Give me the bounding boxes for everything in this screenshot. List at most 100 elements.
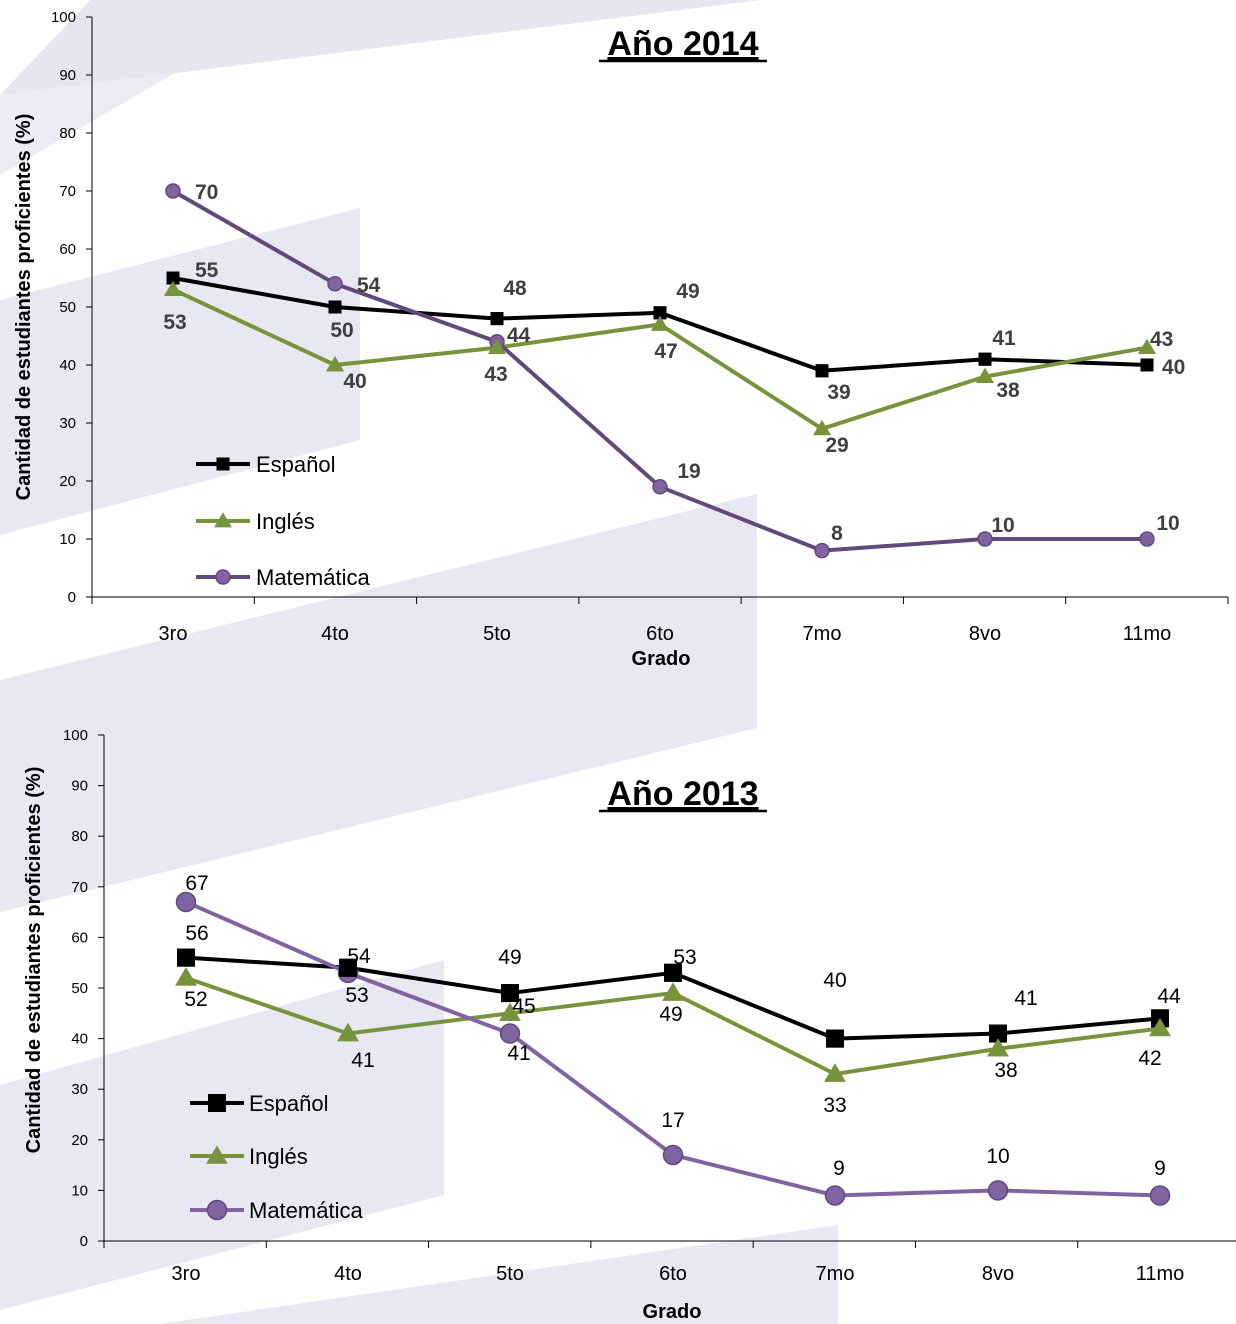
data-label: 40 [823,969,846,992]
chart-2013: 0 10 20 30 40 50 60 70 80 90 100 3ro 4to 5to 6to 7mo 8vo… [23,727,1236,1323]
legend-label: Inglés [256,509,315,534]
data-label: 29 [825,434,848,457]
data-label: 49 [676,280,699,303]
data-label: 67 [185,872,208,895]
data-point-circle [1149,1185,1171,1206]
x-axis-title: Grado [643,1301,702,1323]
legend-label: Matemática [256,565,370,590]
legend-marker [216,457,230,471]
y-tick-label: 50 [71,980,88,997]
x-tick-label: 8vo [969,623,1001,645]
y-tick-label: 40 [71,1031,88,1048]
data-point-circle [175,891,197,913]
legend-marker [208,1094,226,1112]
legend-label: Inglés [249,1144,308,1169]
data-point-square [177,948,195,967]
data-label: 41 [507,1042,530,1065]
y-tick-label: 0 [68,589,76,606]
data-point-circle [987,1180,1009,1201]
chart-title: Año 2013 [607,775,758,813]
data-label: 41 [1014,987,1037,1010]
y-tick-label: 100 [63,727,88,744]
y-tick-label: 60 [71,929,88,946]
data-point-square [664,963,682,982]
data-label: 53 [673,946,696,969]
data-label: 9 [1154,1157,1166,1180]
data-point-circle [165,183,181,199]
data-point-circle [652,479,668,495]
data-label: 9 [833,1157,845,1180]
data-label: 56 [185,922,208,945]
data-label: 70 [195,181,218,204]
data-label: 49 [659,1003,682,1026]
data-point-circle [977,531,993,547]
data-label: 10 [991,514,1014,537]
y-tick-label: 80 [71,828,88,845]
data-point-circle [824,1185,846,1206]
y-axis-title: Cantidad de estudiantes proficientes (%) [13,114,35,501]
data-point-triangle [175,967,197,986]
y-tick-label: 30 [71,1081,88,1098]
y-tick-label: 10 [59,531,76,548]
data-point-triangle [1149,1017,1171,1037]
x-tick-label: 7mo [816,1263,855,1285]
x-tick-label: 8vo [982,1263,1014,1285]
data-label: 45 [512,995,535,1018]
data-label: 55 [195,259,219,282]
legend-label: Español [249,1091,329,1116]
data-point-circle [327,276,343,292]
data-label: 48 [503,277,527,300]
data-point-triangle [824,1063,846,1082]
data-label: 19 [677,460,700,483]
y-tick-label: 40 [59,357,76,374]
data-point-triangle [987,1038,1009,1057]
data-label: 52 [184,988,207,1011]
data-label: 8 [831,522,843,545]
data-point-square [339,958,357,977]
legend-marker [206,1199,228,1221]
y-tick-label: 60 [59,241,76,258]
y-axis-title: Cantidad de estudiantes proficientes (%) [23,767,45,1154]
y-tick-label: 20 [71,1132,88,1149]
data-point-triangle [337,1022,359,1042]
chart-2014: 0 10 20 30 40 50 60 70 80 90 100 3ro 4to 5to 6to 7mo 8vo… [13,9,1229,670]
chart-title: Año 2014 [607,25,758,63]
y-tick-label: 90 [59,67,76,84]
data-point-square [815,364,829,378]
x-tick-label: 4to [334,1263,362,1285]
y-tick-label: 70 [71,879,88,896]
y-tick-label: 30 [59,415,76,432]
x-tick-label: 3ro [172,1263,201,1285]
legend-marker [206,1145,228,1164]
x-tick-label: 6to [659,1263,687,1285]
data-label: 38 [996,379,1020,402]
data-label: 43 [484,363,507,386]
data-point-square [978,352,992,366]
data-label: 40 [1162,356,1185,379]
x-tick-label: 7mo [803,623,842,645]
data-point-square [1140,358,1154,372]
y-tick-label: 10 [71,1182,88,1199]
x-tick-label: 11mo [1123,623,1172,645]
x-tick-label: 3ro [159,623,188,645]
data-point-triangle [651,315,669,331]
legend-label: Matemática [249,1198,363,1223]
y-tick-label: 80 [59,125,76,142]
decorative-background [0,0,838,1324]
x-tick-label: 4to [321,623,349,645]
data-point-square [490,312,504,326]
x-axis-title: Grado [632,648,691,670]
data-point-circle [499,1023,521,1044]
y-tick-label: 100 [51,9,76,26]
data-point-triangle [1138,338,1156,354]
y-tick-label: 20 [59,473,76,490]
data-label: 53 [345,984,368,1007]
legend-marker [215,569,231,585]
y-tick-label: 70 [59,183,76,200]
data-label: 42 [1138,1047,1161,1070]
data-point-triangle [662,982,684,1001]
data-label: 53 [163,311,186,334]
data-point-circle [662,1144,684,1166]
data-label: 43 [1150,328,1173,351]
